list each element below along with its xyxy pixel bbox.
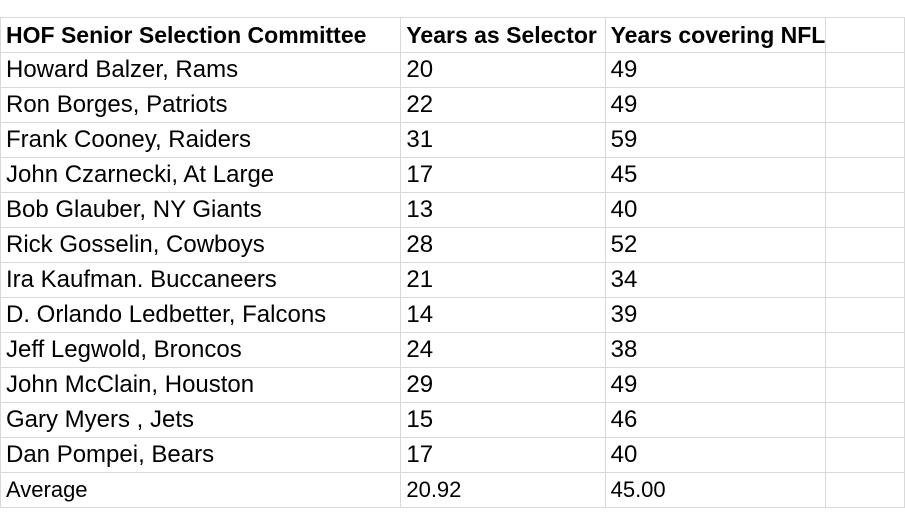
table-row: John Czarnecki, At Large 17 45: [0, 157, 905, 193]
name-cell[interactable]: John McClain, Houston: [0, 367, 402, 403]
name-cell[interactable]: Jeff Legwold, Broncos: [0, 332, 402, 368]
nfl-years-cell[interactable]: 34: [604, 262, 827, 298]
name-cell[interactable]: Ira Kaufman. Buccaneers: [0, 262, 402, 298]
empty-cell[interactable]: [825, 192, 905, 228]
nfl-years-cell[interactable]: 40: [604, 437, 827, 473]
selector-years-cell[interactable]: 29: [400, 367, 606, 403]
table-row: Ron Borges, Patriots 22 49: [0, 87, 905, 123]
name-cell[interactable]: Bob Glauber, NY Giants: [0, 192, 402, 228]
empty-cell[interactable]: [825, 472, 905, 508]
nfl-years-cell[interactable]: 59: [604, 122, 827, 158]
table-row: Ira Kaufman. Buccaneers 21 34: [0, 262, 905, 298]
nfl-years-cell[interactable]: 52: [604, 227, 827, 263]
name-cell[interactable]: Ron Borges, Patriots: [0, 87, 402, 123]
table-row: John McClain, Houston 29 49: [0, 367, 905, 403]
average-row: Average 20.92 45.00: [0, 472, 905, 508]
nfl-years-cell[interactable]: 45: [604, 157, 827, 193]
empty-cell[interactable]: [825, 52, 905, 88]
name-cell[interactable]: Rick Gosselin, Cowboys: [0, 227, 402, 263]
empty-cell[interactable]: [825, 437, 905, 473]
table-row: Howard Balzer, Rams 20 49: [0, 52, 905, 88]
nfl-years-cell[interactable]: 49: [604, 87, 827, 123]
selector-years-cell[interactable]: 28: [400, 227, 606, 263]
table-row: Rick Gosselin, Cowboys 28 52: [0, 227, 905, 263]
selector-years-cell[interactable]: 20: [400, 52, 606, 88]
empty-cell[interactable]: [825, 157, 905, 193]
empty-cell[interactable]: [825, 262, 905, 298]
name-cell[interactable]: Gary Myers , Jets: [0, 402, 402, 438]
nfl-years-cell[interactable]: 49: [604, 367, 827, 403]
table-row: Dan Pompei, Bears 17 40: [0, 437, 905, 473]
selector-years-cell[interactable]: 31: [400, 122, 606, 158]
empty-cell[interactable]: [825, 367, 905, 403]
average-label-cell[interactable]: Average: [0, 472, 402, 508]
nfl-years-cell[interactable]: 38: [604, 332, 827, 368]
empty-cell[interactable]: [825, 122, 905, 158]
selector-years-cell[interactable]: 21: [400, 262, 606, 298]
name-cell[interactable]: Frank Cooney, Raiders: [0, 122, 402, 158]
header-cell-committee[interactable]: HOF Senior Selection Committee: [0, 17, 402, 53]
header-cell-years-selector[interactable]: Years as Selector: [400, 17, 606, 53]
selector-years-cell[interactable]: 15: [400, 402, 606, 438]
empty-cell[interactable]: [825, 332, 905, 368]
selector-years-cell[interactable]: 13: [400, 192, 606, 228]
selector-years-cell[interactable]: 17: [400, 437, 606, 473]
selector-years-cell[interactable]: 24: [400, 332, 606, 368]
table-row: Gary Myers , Jets 15 46: [0, 402, 905, 438]
average-selector-years-cell[interactable]: 20.92: [400, 472, 606, 508]
nfl-years-cell[interactable]: 39: [604, 297, 827, 333]
nfl-years-cell[interactable]: 40: [604, 192, 827, 228]
table-row: Frank Cooney, Raiders 31 59: [0, 122, 905, 158]
nfl-years-cell[interactable]: 49: [604, 52, 827, 88]
name-cell[interactable]: John Czarnecki, At Large: [0, 157, 402, 193]
empty-cell[interactable]: [825, 402, 905, 438]
empty-cell[interactable]: [825, 17, 905, 53]
table-row: Bob Glauber, NY Giants 13 40: [0, 192, 905, 228]
table-row: Jeff Legwold, Broncos 24 38: [0, 332, 905, 368]
selector-years-cell[interactable]: 14: [400, 297, 606, 333]
empty-cell[interactable]: [825, 297, 905, 333]
name-cell[interactable]: D. Orlando Ledbetter, Falcons: [0, 297, 402, 333]
header-row: HOF Senior Selection Committee Years as …: [0, 17, 905, 53]
average-nfl-years-cell[interactable]: 45.00: [604, 472, 827, 508]
selector-years-cell[interactable]: 22: [400, 87, 606, 123]
empty-cell[interactable]: [825, 227, 905, 263]
name-cell[interactable]: Howard Balzer, Rams: [0, 52, 402, 88]
table-row: D. Orlando Ledbetter, Falcons 14 39: [0, 297, 905, 333]
nfl-years-cell[interactable]: 46: [604, 402, 827, 438]
selector-years-cell[interactable]: 17: [400, 157, 606, 193]
name-cell[interactable]: Dan Pompei, Bears: [0, 437, 402, 473]
empty-cell[interactable]: [825, 87, 905, 123]
header-cell-years-covering[interactable]: Years covering NFL: [604, 17, 827, 53]
spreadsheet-table: HOF Senior Selection Committee Years as …: [0, 17, 905, 508]
